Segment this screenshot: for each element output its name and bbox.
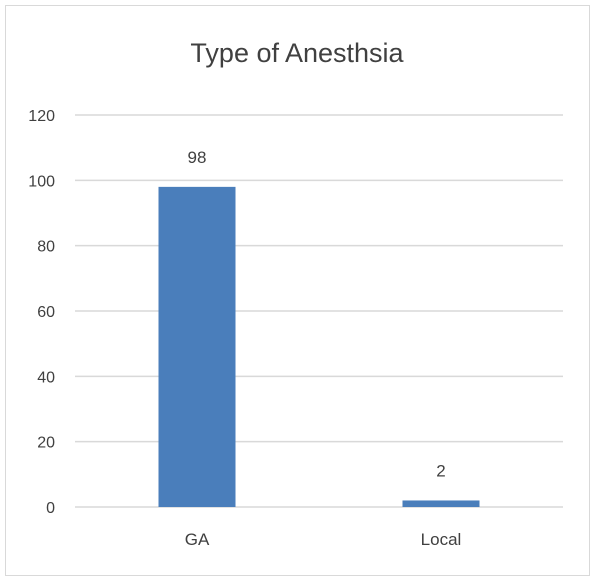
data-labels: 98 2 xyxy=(188,148,446,481)
y-tick-label: 100 xyxy=(28,173,55,190)
y-tick-label: 120 xyxy=(28,108,55,125)
y-tick-label: 40 xyxy=(37,369,55,386)
y-tick-label: 80 xyxy=(37,239,55,256)
y-tick-label: 0 xyxy=(46,500,55,517)
y-tick-label: 20 xyxy=(37,435,55,452)
bar-local xyxy=(402,500,480,507)
x-axis-category-labels: GA Local xyxy=(185,530,462,549)
x-category-label: GA xyxy=(185,530,210,549)
gridlines xyxy=(75,114,563,508)
data-label-ga: 98 xyxy=(188,148,207,167)
bars xyxy=(158,186,480,507)
y-axis-tick-labels: 0 20 40 60 80 100 120 xyxy=(28,108,55,517)
chart-title: Type of Anesthsia xyxy=(190,38,404,68)
data-label-local: 2 xyxy=(436,461,445,480)
bar-ga xyxy=(158,186,236,507)
x-category-label: Local xyxy=(421,530,462,549)
chart-frame xyxy=(5,5,590,576)
y-tick-label: 60 xyxy=(37,304,55,321)
